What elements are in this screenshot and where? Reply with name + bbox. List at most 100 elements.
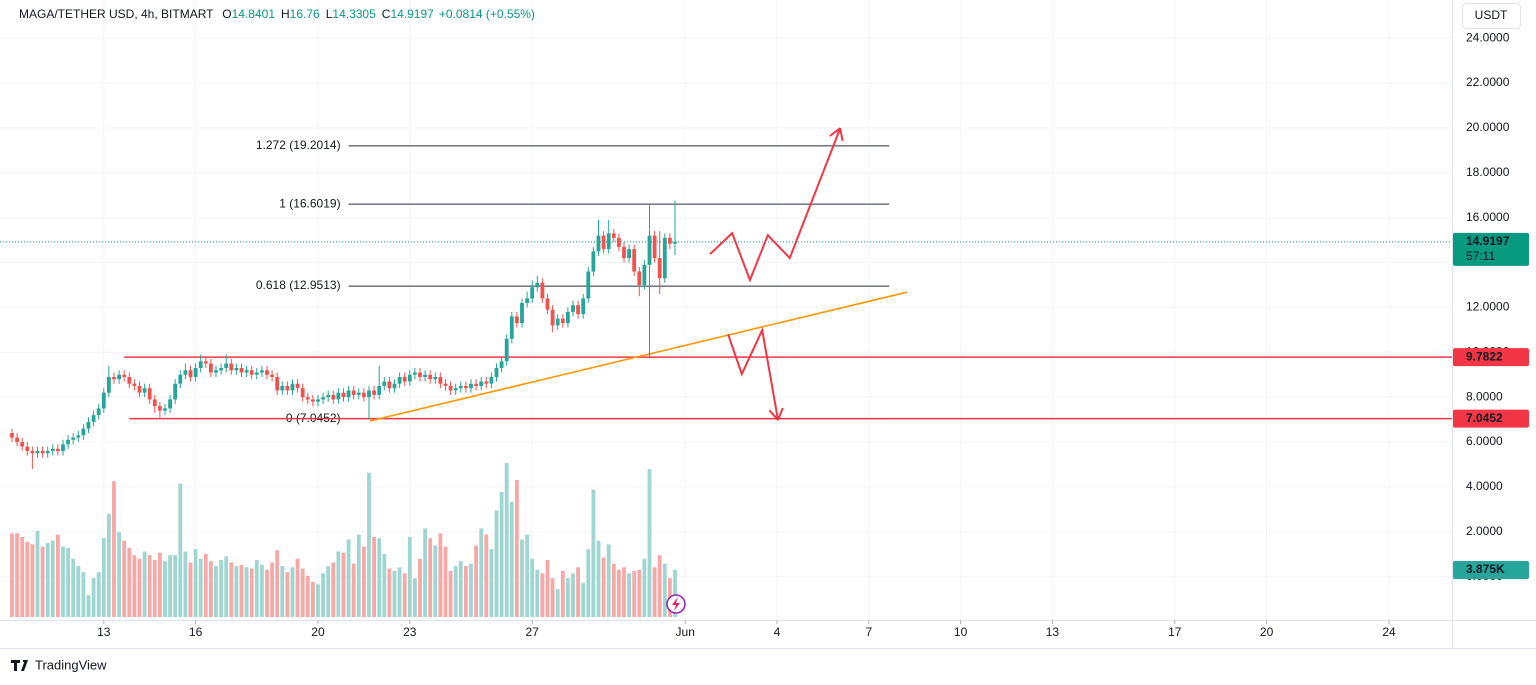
volume-bar <box>310 581 315 617</box>
candle-body <box>601 235 606 250</box>
volume-bar <box>453 566 458 617</box>
candle-body <box>479 381 484 386</box>
volume-bar <box>576 567 581 617</box>
candle-body <box>30 451 35 454</box>
candle-body <box>581 298 586 315</box>
candle-body <box>652 235 657 259</box>
volume-bar <box>137 558 142 617</box>
volume-bar <box>622 567 626 617</box>
currency-label[interactable]: USDT <box>1475 8 1508 22</box>
candle-body <box>346 390 351 398</box>
volume-bar <box>346 539 351 617</box>
y-tick-label: 22.0000 <box>1466 75 1510 89</box>
candle-body <box>147 388 152 400</box>
volume-bar <box>443 546 448 617</box>
volume-bar <box>219 560 224 617</box>
volume-bar <box>387 568 392 617</box>
replay-icon[interactable] <box>666 594 686 614</box>
last-price-box <box>1453 232 1529 266</box>
candle-body <box>305 397 310 400</box>
candles <box>10 200 677 469</box>
candle-body <box>463 385 468 389</box>
volume-bar <box>458 561 463 617</box>
y-tick-label: 20.0000 <box>1466 120 1510 134</box>
volume-bar <box>662 563 667 617</box>
candle-body <box>509 316 514 339</box>
candle-body <box>300 388 305 398</box>
x-tick-label: 24 <box>1382 625 1396 639</box>
volume-bar <box>652 567 657 617</box>
candle-body <box>438 376 443 384</box>
currency-button[interactable] <box>1462 3 1521 29</box>
candle-body <box>591 251 596 272</box>
candle-body <box>254 372 259 375</box>
candle-body <box>137 385 142 393</box>
candle-body <box>326 394 331 398</box>
x-tick-label: 4 <box>774 625 781 639</box>
candle-body <box>525 298 530 303</box>
candle-body <box>15 437 19 443</box>
candle-body <box>407 374 412 382</box>
candle-body <box>285 385 290 391</box>
volume-bar <box>50 540 55 617</box>
volume-bar <box>91 578 96 617</box>
volume-bar <box>606 544 611 617</box>
legend-header: MAGA/TETHER USD, 4h, BITMART O14.8401 H16.… <box>19 7 535 21</box>
x-tick-label: 16 <box>189 625 203 639</box>
candle-body <box>514 316 519 324</box>
candle-body <box>50 448 55 452</box>
candle-body <box>474 383 479 386</box>
candle-body <box>453 388 458 391</box>
volume-bar <box>616 569 621 617</box>
x-tick-label: 27 <box>526 625 540 639</box>
candle-body <box>66 439 70 445</box>
volume-bar <box>367 472 371 617</box>
candle-body <box>469 383 473 389</box>
arrow-head <box>829 127 841 137</box>
volume-bar <box>280 566 285 617</box>
volume-bar <box>198 558 203 617</box>
candle-body <box>259 370 264 373</box>
volume-bar <box>122 540 127 617</box>
candle-body <box>662 237 667 279</box>
change: +0.0814 (+0.55%) <box>439 7 535 21</box>
candle-body <box>229 363 234 371</box>
candle-body <box>81 428 86 436</box>
volume-bar <box>535 569 540 617</box>
candle-body <box>647 235 652 265</box>
volume-bar <box>504 463 509 617</box>
candle-body <box>576 305 581 315</box>
icon-bolt[interactable] <box>672 597 680 611</box>
volume-bar <box>86 595 91 617</box>
volume-bar <box>208 561 213 617</box>
ohlc-prefix: H <box>281 7 290 21</box>
volume-bar <box>66 547 70 617</box>
volume-bar <box>275 550 280 617</box>
candle-body <box>35 451 40 454</box>
volume-bar <box>173 555 178 617</box>
price-label: 7.0452 <box>1466 411 1503 425</box>
candle-body <box>632 249 637 272</box>
volume-bar <box>15 533 19 617</box>
candle-body <box>504 338 509 362</box>
ohlc-value: 14.9197 <box>390 7 434 21</box>
volume-bar <box>382 553 387 617</box>
price-label-box <box>1453 409 1529 428</box>
volume-bar <box>239 564 244 617</box>
grid <box>0 0 1452 620</box>
candle-body <box>428 374 433 380</box>
candle-body <box>208 363 213 373</box>
candle-body <box>336 392 341 400</box>
volume-bar <box>565 578 570 617</box>
y-tick-label: 4.0000 <box>1466 479 1503 493</box>
candle-body <box>382 381 387 386</box>
candle-body <box>356 392 361 395</box>
candle-body <box>122 374 127 377</box>
arrow-head <box>777 407 784 421</box>
candle-body <box>203 361 208 364</box>
volume-bar <box>20 536 25 617</box>
ohlc-prefix: L <box>326 7 333 21</box>
candle-body <box>127 376 132 384</box>
volume-bar <box>428 538 433 617</box>
